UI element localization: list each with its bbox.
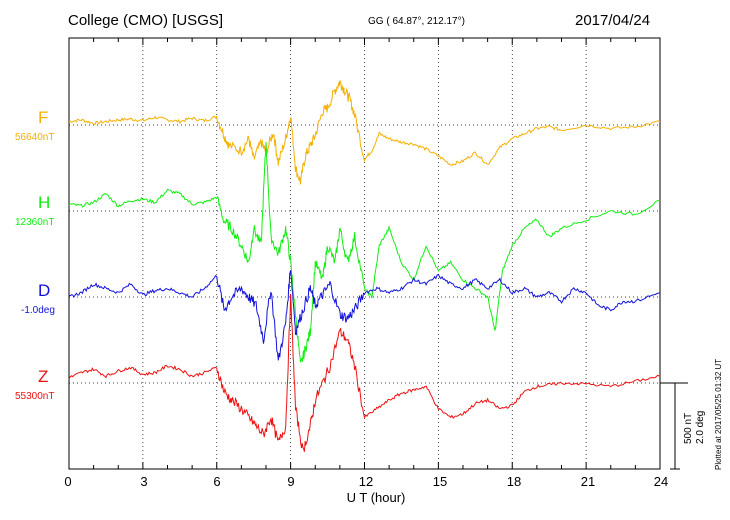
baseline-label-h: 12360nT — [15, 217, 55, 228]
component-label-d: D — [38, 281, 51, 300]
station-coordinates: GG ( 64.87°, 212.17°) — [368, 16, 465, 27]
x-axis-label: U T (hour) — [346, 490, 406, 505]
x-tick-label: 12 — [358, 474, 374, 489]
component-label-h: H — [38, 193, 51, 212]
x-tick-label: 0 — [64, 474, 72, 489]
plotted-timestamp: Plotted at 2017/05/25 01:32 UT — [714, 358, 723, 470]
x-tick-label: 18 — [506, 474, 522, 489]
baseline-label-f: 56640nT — [15, 132, 55, 143]
baseline-label-d: -1.0deg — [21, 305, 55, 316]
series-line-f — [68, 80, 661, 185]
series-line-d — [68, 270, 661, 361]
component-label-z: Z — [38, 367, 49, 386]
x-tick-label: 6 — [213, 474, 221, 489]
component-label-f: F — [38, 108, 49, 127]
x-tick-label: 3 — [140, 474, 148, 489]
series-line-z — [68, 293, 661, 452]
x-tick-label: 15 — [432, 474, 448, 489]
scale-deg-label: 2.0 deg — [695, 410, 706, 444]
scale-nt-label: 500 nT — [683, 412, 694, 444]
x-tick-label: 21 — [580, 474, 596, 489]
baseline-label-z: 55300nT — [15, 391, 55, 402]
plot-date: 2017/04/24 — [575, 12, 651, 29]
series-line-h — [68, 141, 661, 363]
x-tick-label: 24 — [653, 474, 669, 489]
station-title: College (CMO) [USGS] — [68, 12, 224, 29]
x-tick-label: 9 — [287, 474, 295, 489]
